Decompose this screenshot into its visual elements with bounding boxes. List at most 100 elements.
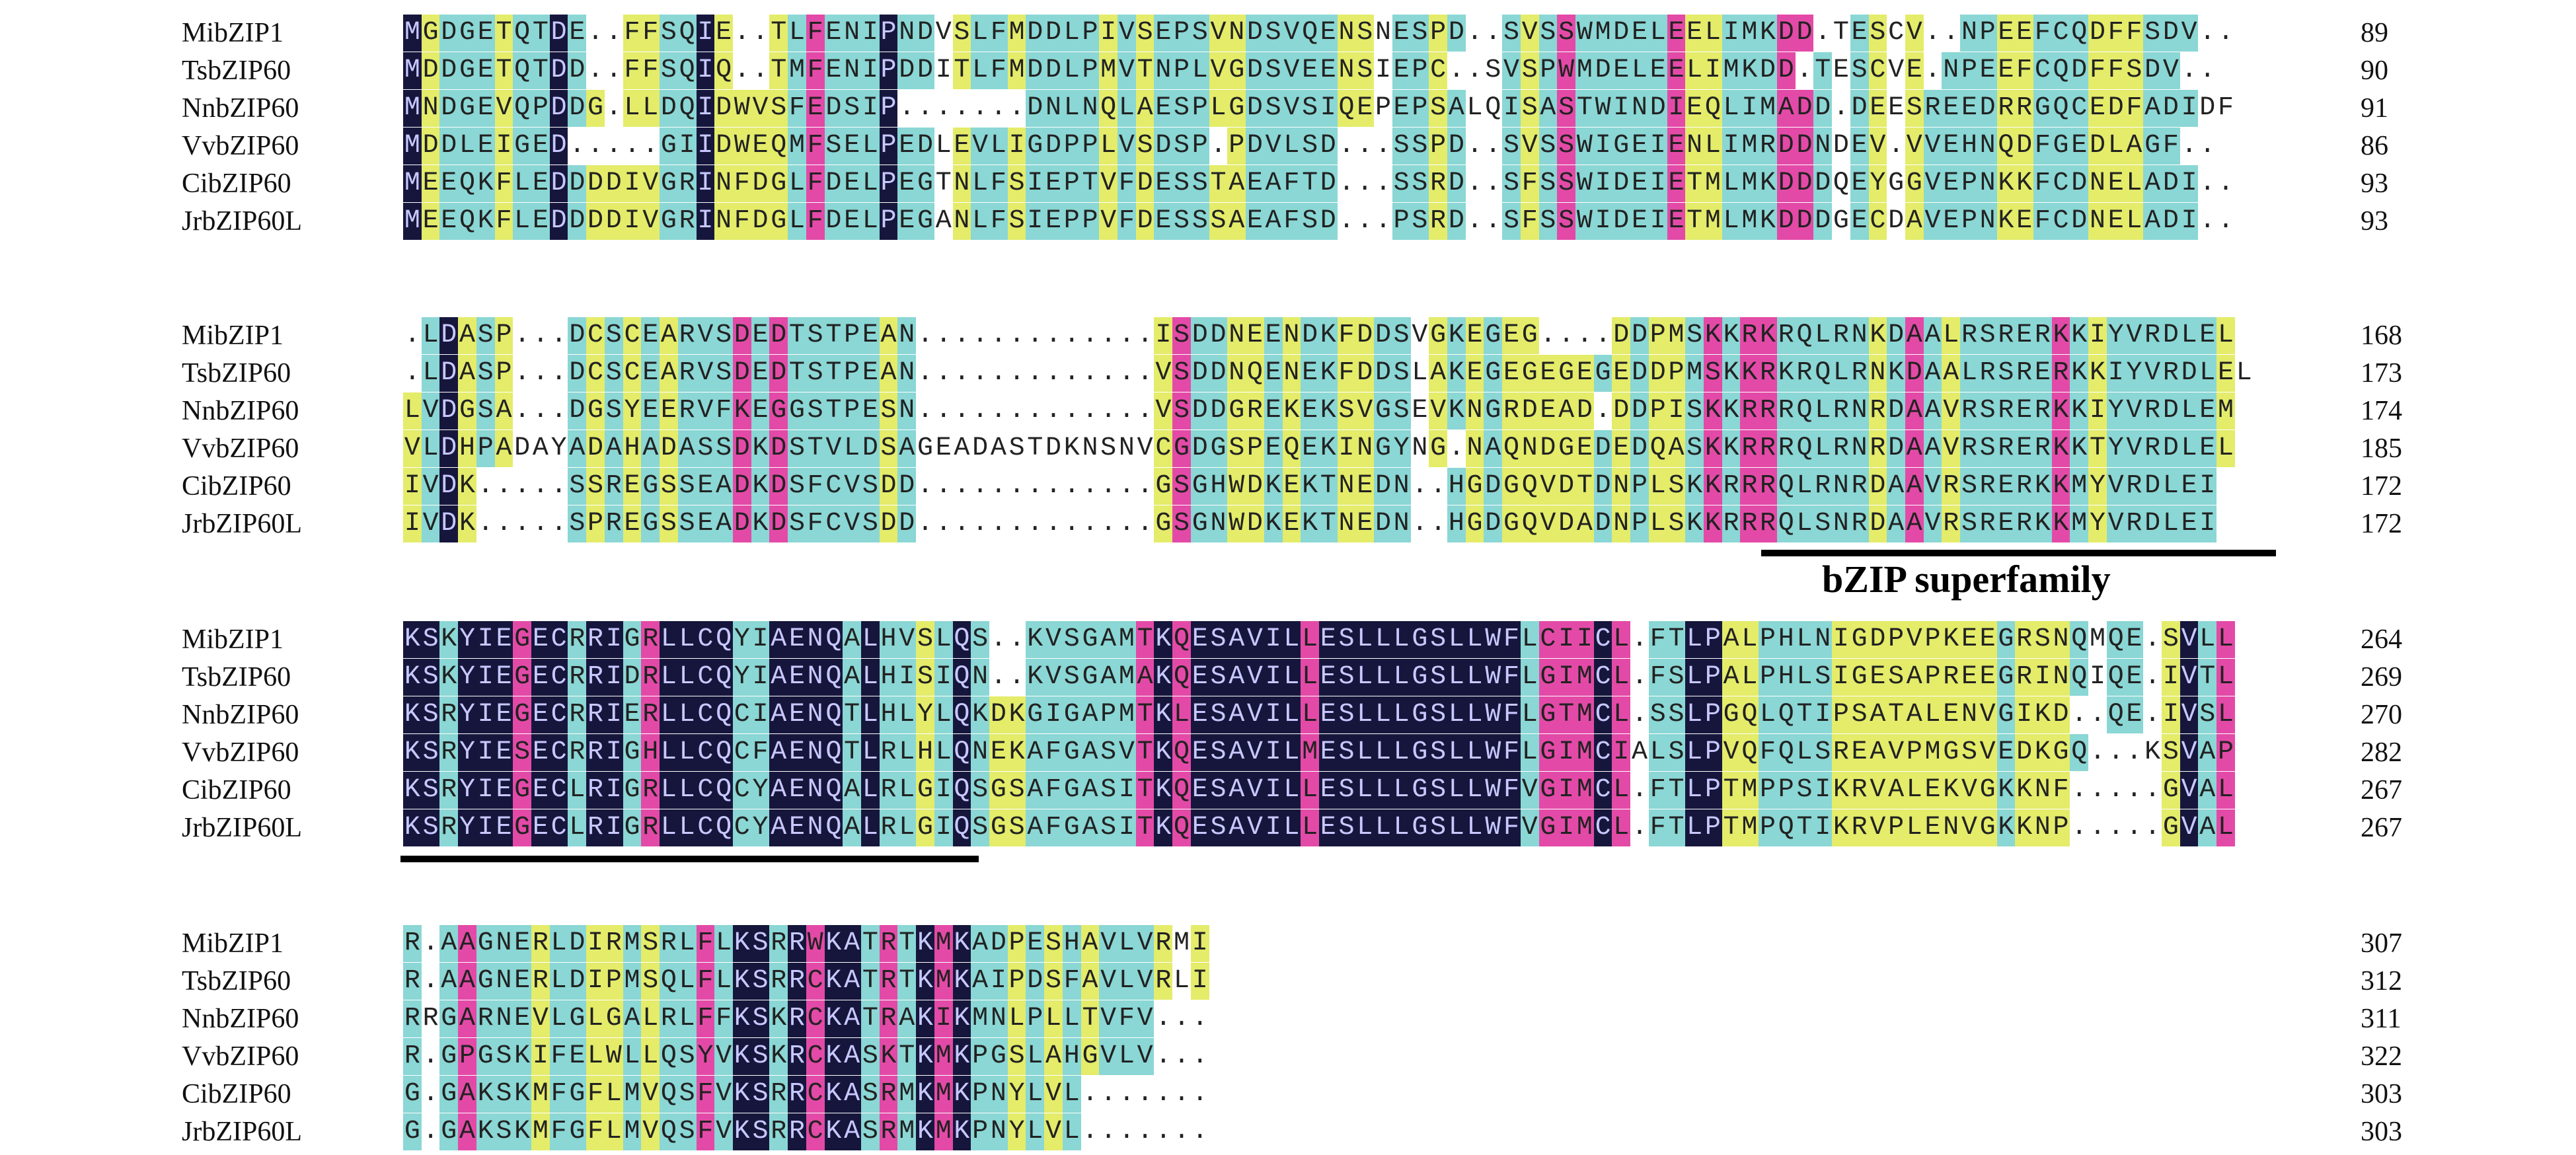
residue: W xyxy=(1593,90,1612,127)
residue: . xyxy=(952,355,971,392)
residue: E xyxy=(1318,772,1338,809)
residue: I xyxy=(860,15,880,52)
residue: I xyxy=(1264,772,1283,809)
residue: E xyxy=(1667,52,1686,89)
residue: V xyxy=(1135,430,1155,467)
residue: F xyxy=(2033,15,2052,52)
residue: Y xyxy=(458,734,476,771)
residue: M xyxy=(2070,505,2089,542)
residue: T xyxy=(952,52,971,89)
residue: T xyxy=(769,15,788,52)
residue: S xyxy=(1520,52,1539,89)
residue: D xyxy=(1905,355,1924,392)
residue: S xyxy=(476,392,495,429)
residue: S xyxy=(1960,734,1979,771)
residue: I xyxy=(1264,734,1283,771)
residue: N xyxy=(2088,203,2107,240)
residue: Q xyxy=(2106,659,2125,696)
residue: G xyxy=(439,1000,459,1037)
residue: A xyxy=(1080,925,1100,962)
residue: G xyxy=(989,772,1008,809)
residue: T xyxy=(1685,165,1704,202)
residue: E xyxy=(513,1000,532,1037)
residue: C xyxy=(824,468,843,505)
residue: R xyxy=(1923,90,1942,127)
residue: L xyxy=(1612,621,1631,658)
residue: S xyxy=(1099,772,1118,809)
residue: S xyxy=(1301,128,1319,165)
residue: I xyxy=(1118,809,1136,846)
residue: L xyxy=(1118,1038,1136,1075)
residue: . xyxy=(952,468,971,505)
residue: Q xyxy=(2106,696,2125,733)
residue: I xyxy=(1704,52,1722,89)
residue: D xyxy=(1776,203,1796,240)
residue: R xyxy=(2015,505,2033,542)
residue: I xyxy=(1557,809,1575,846)
residue: E xyxy=(1392,90,1411,127)
residue: M xyxy=(1099,52,1118,89)
residue: M xyxy=(2070,468,2089,505)
residue: R xyxy=(403,1000,422,1037)
residue: N xyxy=(1850,430,1869,467)
residue: P xyxy=(1410,52,1429,89)
residue: D xyxy=(1813,165,1833,202)
residue: G xyxy=(1996,696,2016,733)
residue: E xyxy=(1630,15,1649,52)
residue: A xyxy=(843,621,861,658)
residue: V xyxy=(641,1076,660,1113)
residue: K xyxy=(513,1113,532,1150)
residue: I xyxy=(1318,90,1338,127)
residue: . xyxy=(1172,1076,1191,1113)
residue: C xyxy=(806,1113,825,1150)
residue: S xyxy=(1007,1038,1026,1075)
residue: A xyxy=(843,1113,861,1150)
residue: I xyxy=(476,696,495,733)
residue: . xyxy=(513,505,532,542)
residue: M xyxy=(531,1113,550,1150)
residue: . xyxy=(513,468,532,505)
residue: L xyxy=(1118,925,1136,962)
residue: S xyxy=(843,90,861,127)
residue: . xyxy=(1337,203,1356,240)
residue: Q xyxy=(1795,430,1814,467)
residue: K xyxy=(1704,468,1722,505)
residue: D xyxy=(1648,355,1667,392)
residue: . xyxy=(916,468,934,505)
residue: A xyxy=(843,659,861,696)
residue: D xyxy=(2143,505,2162,542)
residue: P xyxy=(1172,15,1191,52)
residue: S xyxy=(421,772,440,809)
residue: . xyxy=(1630,809,1649,846)
residue: K xyxy=(1282,392,1301,429)
residue: P xyxy=(971,1113,989,1150)
residue: L xyxy=(1355,621,1375,658)
residue: D xyxy=(1246,468,1264,505)
residue: V xyxy=(1923,505,1942,542)
residue: E xyxy=(531,203,550,240)
residue: R xyxy=(568,659,587,696)
residue: A xyxy=(1887,505,1905,542)
residue: D xyxy=(1648,90,1667,127)
position-number: 89 xyxy=(2361,18,2388,48)
residue: N xyxy=(1850,392,1869,429)
residue: I xyxy=(476,734,495,771)
residue: P xyxy=(1062,203,1081,240)
residue: Q xyxy=(677,15,697,52)
sequence-name: NnbZIP60 xyxy=(182,396,299,426)
residue: . xyxy=(403,317,422,354)
residue: L xyxy=(660,734,678,771)
residue: R xyxy=(1832,392,1850,429)
residue: A xyxy=(2143,203,2162,240)
residue: E xyxy=(1978,52,1997,89)
residue: F xyxy=(696,1113,715,1150)
residue: V xyxy=(1118,52,1136,89)
residue: G xyxy=(1832,203,1850,240)
residue: M xyxy=(403,90,422,127)
residue: L xyxy=(1740,659,1759,696)
residue: I xyxy=(1374,52,1392,89)
residue: K xyxy=(458,468,476,505)
residue: L xyxy=(860,809,880,846)
residue: L xyxy=(1099,128,1118,165)
residue: A xyxy=(1667,430,1686,467)
